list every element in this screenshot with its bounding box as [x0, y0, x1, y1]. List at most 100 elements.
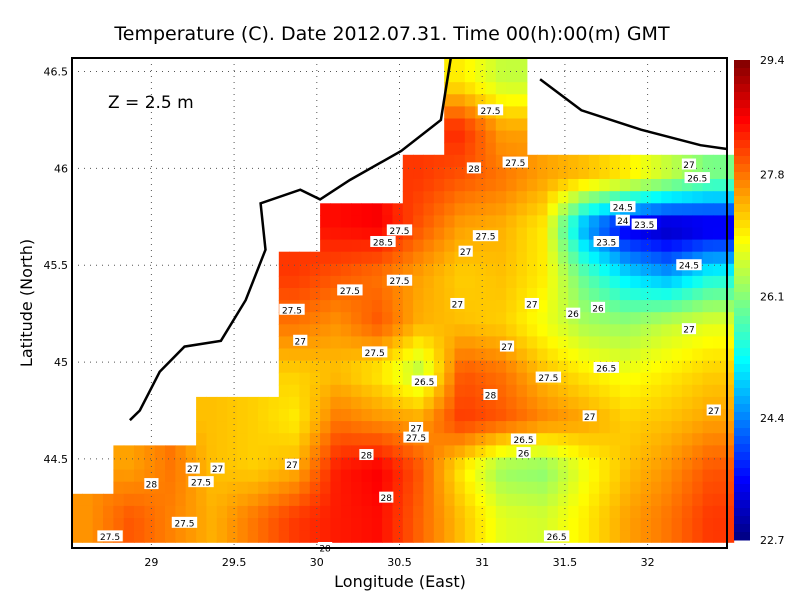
- heatmap-cell: [237, 409, 249, 422]
- heatmap-cell: [330, 275, 342, 289]
- heatmap-cell: [692, 481, 704, 495]
- heatmap-cell: [681, 215, 693, 229]
- heatmap-cell: [485, 324, 497, 337]
- heatmap-cell: [464, 421, 476, 434]
- heatmap-cell: [609, 530, 621, 543]
- heatmap-cell: [681, 384, 693, 398]
- heatmap-cell: [712, 239, 724, 253]
- contour-label-text: 26: [592, 304, 604, 314]
- heatmap-cell: [537, 239, 549, 253]
- heatmap-cell: [351, 384, 362, 398]
- heatmap-cell: [557, 154, 569, 168]
- heatmap-cell: [423, 288, 435, 301]
- heatmap-cell: [568, 518, 580, 531]
- heatmap-cell: [444, 360, 456, 374]
- colorbar-segment: [734, 324, 750, 333]
- heatmap-cell: [423, 166, 435, 180]
- heatmap-cell: [630, 336, 642, 350]
- heatmap-cell: [537, 324, 549, 337]
- heatmap-cell: [630, 445, 642, 459]
- heatmap-cell: [413, 312, 424, 325]
- heatmap-cell: [723, 396, 735, 410]
- heatmap-cell: [578, 300, 590, 313]
- heatmap-cell: [609, 409, 621, 422]
- heatmap-cell: [402, 409, 414, 422]
- colorbar-segment: [734, 188, 750, 197]
- heatmap-cell: [485, 469, 497, 483]
- colorbar-segment: [734, 300, 750, 309]
- heatmap-cell: [588, 348, 600, 362]
- heatmap-cell: [650, 227, 662, 241]
- heatmap-cell: [630, 227, 642, 241]
- heatmap-cell: [599, 324, 611, 337]
- heatmap-cell: [712, 457, 724, 471]
- heatmap-cell: [340, 324, 352, 337]
- heatmap-cell: [392, 360, 404, 374]
- colorbar-segment: [734, 484, 750, 493]
- heatmap-cell: [433, 396, 445, 410]
- heatmap-cell: [413, 445, 424, 459]
- heatmap-cell: [289, 288, 300, 301]
- heatmap-cell: [433, 263, 445, 277]
- heatmap-cell: [495, 324, 507, 337]
- heatmap-cell: [206, 409, 218, 422]
- colorbar-segment: [734, 396, 750, 405]
- heatmap-cell: [723, 288, 735, 301]
- heatmap-cell: [402, 179, 414, 192]
- heatmap-cell: [423, 469, 435, 483]
- heatmap-cell: [609, 324, 621, 337]
- heatmap-cell: [578, 191, 590, 204]
- contour-label: 27.5: [97, 530, 123, 543]
- heatmap-cell: [206, 530, 218, 543]
- heatmap-cell: [681, 227, 693, 241]
- contour-label: 27: [706, 404, 721, 417]
- heatmap-cell: [134, 518, 145, 531]
- heatmap-cell: [547, 154, 559, 168]
- heatmap-cell: [361, 275, 373, 289]
- heatmap-cell: [681, 505, 693, 519]
- heatmap-cell: [289, 409, 300, 422]
- heatmap-cell: [289, 469, 300, 483]
- heatmap-cell: [392, 469, 404, 483]
- heatmap-cell: [134, 481, 145, 495]
- heatmap-cell: [619, 239, 631, 253]
- heatmap-cell: [299, 372, 311, 386]
- heatmap-cell: [640, 263, 652, 277]
- heatmap-cell: [289, 445, 300, 459]
- heatmap-cell: [547, 263, 559, 277]
- heatmap-cell: [309, 505, 321, 519]
- heatmap-cell: [619, 300, 631, 313]
- heatmap-cell: [361, 336, 373, 350]
- heatmap-cell: [650, 384, 662, 398]
- heatmap-cell: [413, 239, 424, 253]
- heatmap-cell: [588, 288, 600, 301]
- heatmap-cell: [671, 372, 683, 386]
- heatmap-cell: [547, 445, 559, 459]
- heatmap-cell: [547, 469, 559, 483]
- heatmap-cell: [712, 360, 724, 374]
- contour-label-text: 27: [295, 337, 306, 347]
- heatmap-cell: [692, 409, 704, 422]
- heatmap-cell: [299, 469, 311, 483]
- heatmap-cell: [661, 372, 673, 386]
- heatmap-cell: [485, 421, 497, 434]
- heatmap-cell: [495, 288, 507, 301]
- heatmap-cell: [588, 469, 600, 483]
- heatmap-cell: [537, 360, 549, 374]
- heatmap-cell: [289, 505, 300, 519]
- heatmap-cell: [340, 215, 352, 229]
- heatmap-cell: [485, 82, 497, 95]
- heatmap-cell: [661, 505, 673, 519]
- heatmap-cell: [165, 469, 176, 483]
- heatmap-cell: [299, 263, 311, 277]
- heatmap-cell: [278, 481, 290, 495]
- colorbar-segment: [734, 500, 750, 509]
- heatmap-cell: [495, 360, 507, 374]
- heatmap-cell: [454, 469, 466, 483]
- heatmap-cell: [568, 457, 580, 471]
- heatmap-cell: [382, 409, 393, 422]
- heatmap-cell: [485, 481, 497, 495]
- heatmap-cell: [692, 288, 704, 301]
- colorbar-segment: [734, 140, 750, 149]
- heatmap-cell: [289, 348, 300, 362]
